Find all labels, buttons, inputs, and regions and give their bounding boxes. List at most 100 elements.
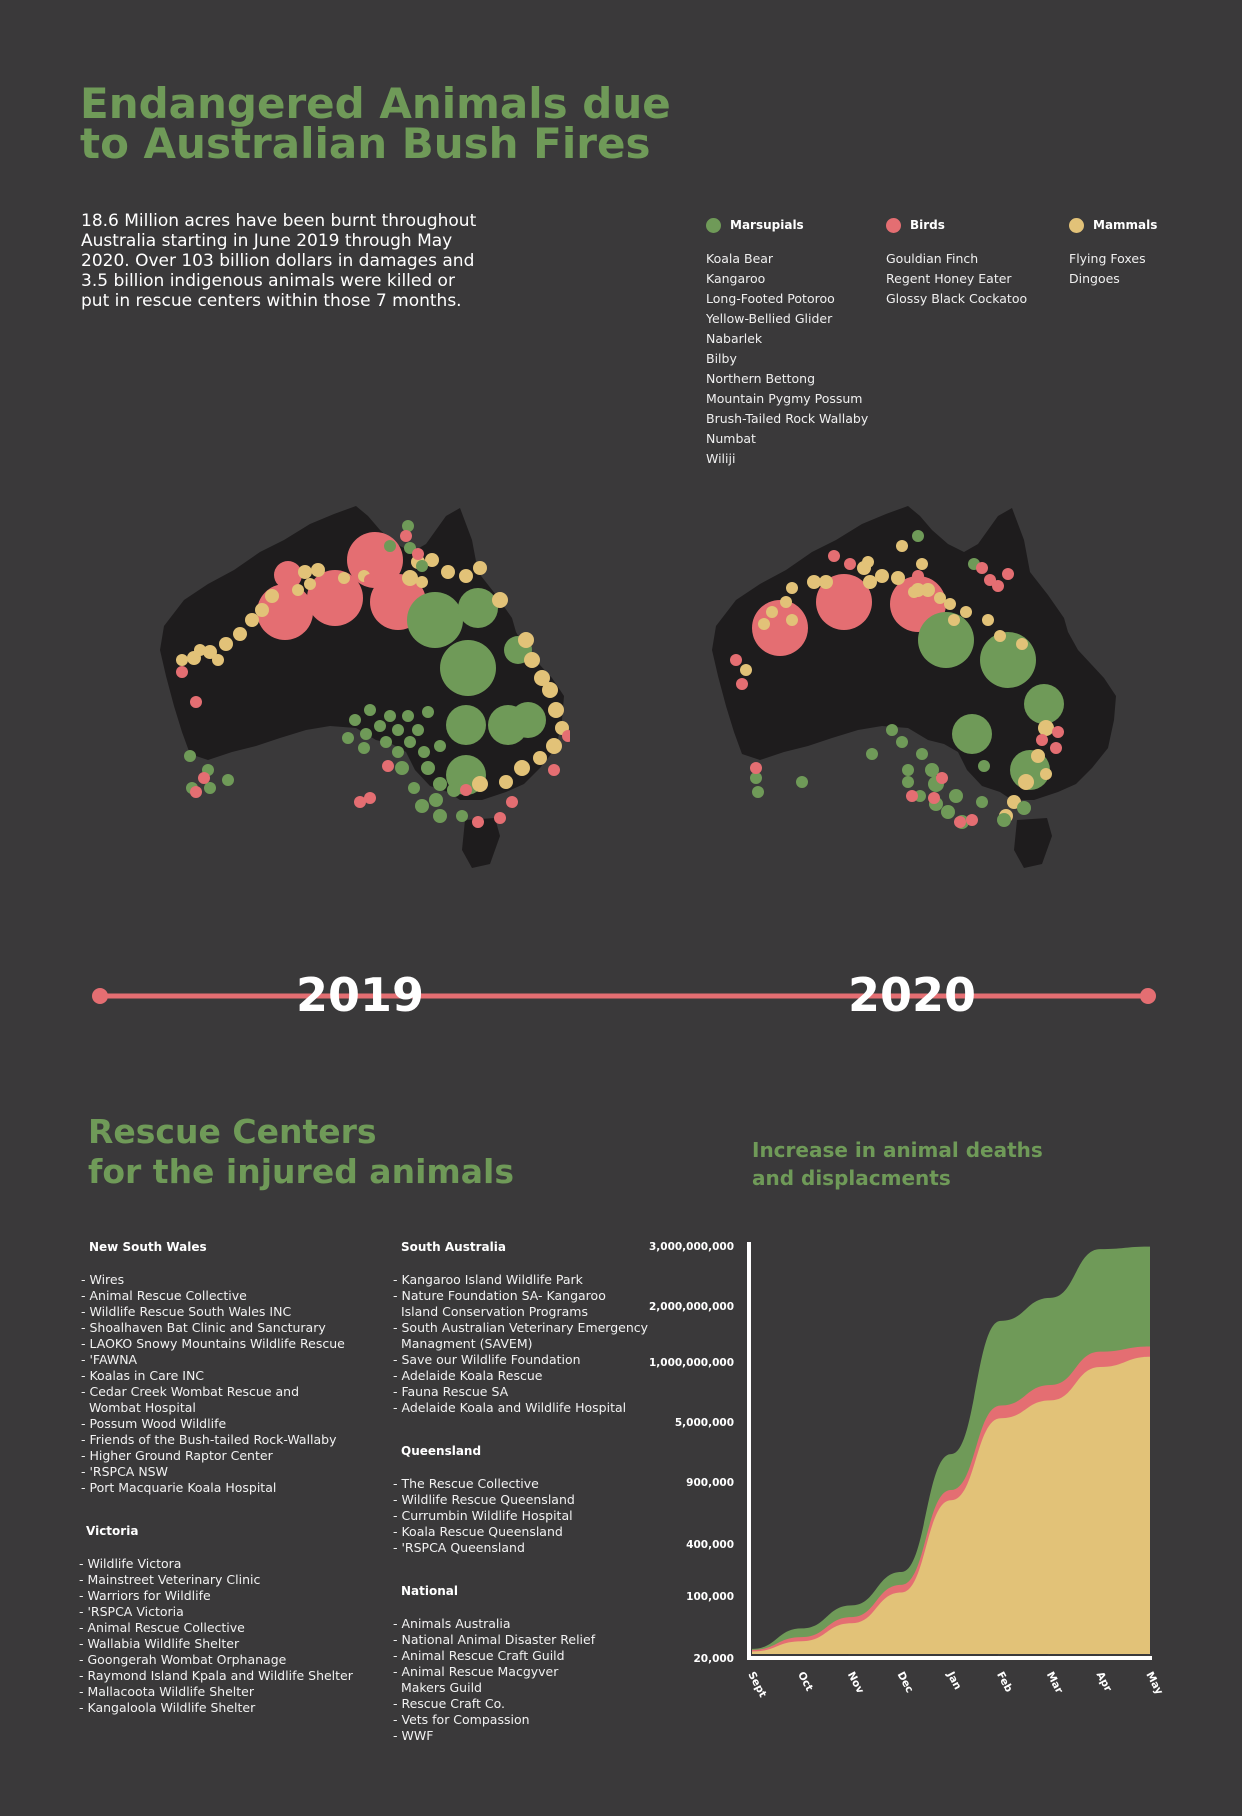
rescue-center-item: - Mallacoota Wildlife Shelter xyxy=(79,1684,254,1699)
bird-dot xyxy=(750,762,762,774)
mammal-dot xyxy=(219,637,233,651)
bird-dot xyxy=(992,580,1004,592)
legend-item: Regent Honey Eater xyxy=(886,271,1012,286)
rescue-center-item: - Raymond Island Kpala and Wildlife Shel… xyxy=(79,1668,353,1683)
mammal-dot xyxy=(916,558,928,570)
x-tick-label: May xyxy=(1143,1670,1165,1697)
rescue-center-item: - Wires xyxy=(81,1272,125,1287)
marsupial-dot xyxy=(1017,801,1031,815)
legend-mammals: Mammals Flying Foxes Dingoes xyxy=(1069,216,1157,289)
legend-item: Brush-Tailed Rock Wallaby xyxy=(706,411,869,426)
marsupial-dot xyxy=(404,736,416,748)
y-tick-label: 2,000,000,000 xyxy=(649,1301,734,1313)
marsupial-dot xyxy=(380,736,392,748)
rescue-center-item: - Fauna Rescue SA xyxy=(393,1384,509,1399)
mammal-dot xyxy=(245,613,259,627)
legend-marsupials: Marsupials Koala Bear Kangaroo Long-Footed… xyxy=(706,216,868,469)
mammal-dot xyxy=(425,553,439,567)
rescue-center-item: - Save our Wildlife Foundation xyxy=(393,1352,581,1367)
mammal-dot xyxy=(819,575,833,589)
mammal-dot xyxy=(203,645,217,659)
marsupial-dot xyxy=(384,710,396,722)
marsupial-dot xyxy=(1024,684,1064,724)
mammal-dot xyxy=(459,569,473,583)
marsupial-dot xyxy=(415,799,429,813)
bird-dot xyxy=(198,772,210,784)
year-2019-label: 2019 xyxy=(296,968,425,1022)
timeline-end-dot xyxy=(1140,988,1156,1004)
mammal-dot xyxy=(1038,720,1054,736)
rescue-center-item: - Kangaroo Island Wildlife Park xyxy=(393,1272,583,1287)
mammal-dot xyxy=(896,540,908,552)
marsupial-dot xyxy=(204,782,216,794)
legend-item: Bilby xyxy=(706,351,737,366)
title-line-2: to Australian Bush Fires xyxy=(80,119,651,168)
rescue-center-item: - WWF xyxy=(393,1728,434,1743)
rescue-center-item: - Wildlife Rescue Queensland xyxy=(393,1492,575,1507)
rescue-center-item: - Possum Wood Wildlife xyxy=(81,1416,227,1431)
mammal-dot xyxy=(292,584,304,596)
rescue-center-item: Island Conservation Programs xyxy=(393,1304,588,1319)
bird-dot xyxy=(752,600,808,656)
legend-item: Kangaroo xyxy=(706,271,766,286)
region-heading-sa: South Australia xyxy=(401,1240,506,1254)
rescue-center-item: - 'FAWNA xyxy=(81,1352,138,1367)
legend-item: Numbat xyxy=(706,431,756,446)
tasmania-silhouette xyxy=(462,818,500,868)
rescue-center-item: - 'RSPCA Queensland xyxy=(393,1540,525,1555)
marsupial-dot xyxy=(342,732,354,744)
marsupial-dot xyxy=(456,810,468,822)
mammal-dot xyxy=(786,614,798,626)
mammal-dot xyxy=(786,582,798,594)
marsupial-dot xyxy=(408,782,420,794)
nsw-rescue-list: - Wires - Animal Rescue Collective - Wildl… xyxy=(81,1272,381,1496)
y-tick-label: 400,000 xyxy=(686,1539,734,1551)
mammal-dot xyxy=(194,644,206,656)
australia-map-2020 xyxy=(712,506,1116,868)
mammal-dot xyxy=(441,565,455,579)
timeline-start-dot xyxy=(92,988,108,1004)
rescue-title-line-2: for the injured animals xyxy=(88,1152,514,1191)
legend-item: Wiliji xyxy=(706,451,736,466)
x-tick-label: Sept xyxy=(745,1670,768,1700)
rescue-center-item: - Friends of the Bush-tailed Rock-Wallab… xyxy=(81,1432,337,1447)
legend-mammals-list: Flying Foxes Dingoes xyxy=(1069,249,1157,289)
mammal-dot xyxy=(1016,638,1028,650)
y-tick-label: 1,000,000,000 xyxy=(649,1357,734,1369)
legend-item: Mountain Pygmy Possum xyxy=(706,391,863,406)
mammal-dot xyxy=(1040,768,1052,780)
marsupial-dot xyxy=(364,704,376,716)
marsupial-dot xyxy=(421,761,435,775)
marsupial-dot xyxy=(358,742,370,754)
x-tick-label: Jan xyxy=(944,1669,964,1692)
marsupial-dot xyxy=(902,764,914,776)
y-tick-label: 5,000,000 xyxy=(675,1417,734,1429)
rescue-center-item: - Goongerah Wombat Orphanage xyxy=(79,1652,287,1667)
rescue-center-item: - Wildlife Rescue South Wales INC xyxy=(81,1304,292,1319)
mammal-dot xyxy=(740,664,752,676)
marsupial-dot xyxy=(395,761,409,775)
bird-dot xyxy=(364,574,376,586)
mammal-dot xyxy=(514,760,530,776)
chart-areas xyxy=(752,1246,1150,1654)
qld-rescue-list: - The Rescue Collective - Wildlife Rescue… xyxy=(393,1476,653,1556)
mammal-dot xyxy=(298,565,312,579)
rescue-center-item: - 'RSPCA NSW xyxy=(81,1464,168,1479)
mammal-dot xyxy=(473,561,487,575)
y-tick-label: 100,000 xyxy=(686,1591,734,1603)
bird-dot xyxy=(412,548,424,560)
marsupial-dot xyxy=(952,714,992,754)
bird-dot xyxy=(307,570,363,626)
marsupial-dot xyxy=(796,776,808,788)
marsupial-dot xyxy=(440,640,496,696)
mammal-dot xyxy=(402,570,418,586)
bird-dot xyxy=(494,812,506,824)
rescue-center-item: - Mainstreet Veterinary Clinic xyxy=(79,1572,261,1587)
marsupial-dot xyxy=(433,777,447,791)
bird-dot xyxy=(928,792,940,804)
marsupial-dot xyxy=(412,724,424,736)
bird-dot xyxy=(190,696,202,708)
sa-rescue-list: - Kangaroo Island Wildlife Park - Nature … xyxy=(393,1272,653,1416)
bird-dot xyxy=(954,816,966,828)
mammal-dot xyxy=(1018,774,1034,790)
